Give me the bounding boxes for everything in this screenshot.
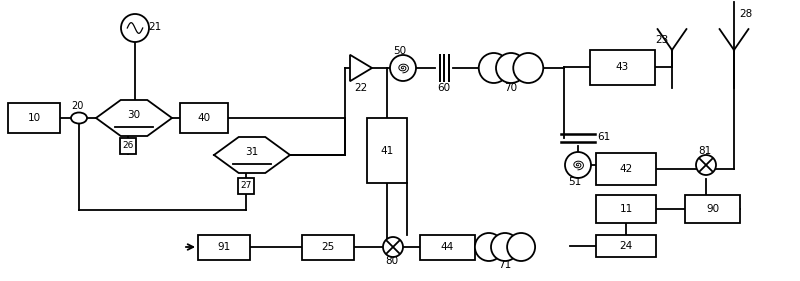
Text: 23: 23	[655, 35, 669, 45]
Circle shape	[121, 14, 149, 42]
Text: 50: 50	[394, 46, 406, 56]
Bar	[120, 138, 136, 154]
Text: 25: 25	[322, 243, 334, 253]
Circle shape	[475, 233, 503, 261]
Text: 61: 61	[598, 132, 610, 142]
Circle shape	[496, 53, 526, 83]
Text: 30: 30	[127, 110, 141, 120]
Text: 60: 60	[438, 83, 450, 93]
Text: 70: 70	[505, 83, 518, 93]
Text: 80: 80	[386, 256, 398, 266]
Circle shape	[514, 53, 543, 83]
Ellipse shape	[71, 112, 87, 124]
Polygon shape	[350, 55, 372, 81]
Text: 24: 24	[619, 241, 633, 251]
Circle shape	[491, 233, 519, 261]
Text: 42: 42	[619, 164, 633, 174]
Text: 21: 21	[148, 22, 162, 32]
Bar	[596, 195, 656, 223]
Bar	[180, 103, 228, 133]
Circle shape	[507, 233, 535, 261]
Bar	[238, 178, 254, 194]
Bar	[596, 153, 656, 185]
Bar	[420, 235, 475, 260]
Text: 27: 27	[240, 182, 252, 191]
Circle shape	[478, 53, 509, 83]
Text: 28: 28	[739, 9, 753, 19]
Text: 31: 31	[246, 147, 258, 157]
Bar	[8, 103, 60, 133]
Text: 71: 71	[498, 260, 512, 270]
Text: 40: 40	[198, 113, 210, 123]
Circle shape	[565, 152, 591, 178]
Text: 20: 20	[71, 101, 83, 111]
Text: 43: 43	[616, 62, 629, 72]
Text: 10: 10	[27, 113, 41, 123]
Text: 81: 81	[698, 146, 712, 156]
Polygon shape	[214, 137, 290, 173]
Text: 26: 26	[122, 142, 134, 151]
Bar	[367, 118, 407, 183]
Polygon shape	[96, 100, 172, 136]
Circle shape	[696, 155, 716, 175]
Bar	[198, 235, 250, 260]
Text: 41: 41	[380, 146, 394, 155]
Text: 51: 51	[568, 177, 582, 187]
Bar	[596, 235, 656, 257]
Bar	[685, 195, 740, 223]
Text: 90: 90	[706, 204, 719, 214]
Bar	[302, 235, 354, 260]
Text: 11: 11	[619, 204, 633, 214]
Text: 22: 22	[354, 83, 368, 93]
Text: 44: 44	[441, 243, 454, 253]
Circle shape	[390, 55, 416, 81]
Bar	[590, 50, 655, 85]
Circle shape	[383, 237, 403, 257]
Text: 91: 91	[218, 243, 230, 253]
